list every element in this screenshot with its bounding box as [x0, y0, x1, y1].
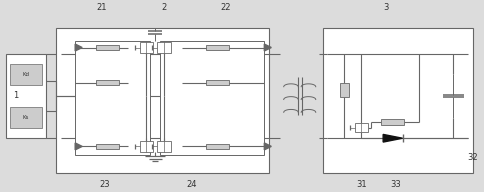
Text: Kd: Kd: [22, 72, 30, 77]
Bar: [157, 42, 170, 53]
Bar: [6, 54, 46, 138]
Bar: [160, 41, 264, 155]
Bar: [205, 80, 228, 85]
Bar: [10, 64, 42, 85]
Bar: [322, 28, 472, 173]
Bar: [95, 144, 119, 149]
Polygon shape: [75, 44, 82, 51]
Polygon shape: [75, 143, 82, 150]
Text: 23: 23: [99, 180, 109, 189]
Polygon shape: [264, 44, 271, 51]
Text: 31: 31: [355, 180, 366, 189]
Text: 2: 2: [161, 3, 166, 12]
Text: Ks: Ks: [23, 115, 29, 120]
Bar: [139, 42, 153, 53]
Polygon shape: [264, 143, 271, 150]
Text: 3: 3: [382, 3, 388, 12]
Text: 22: 22: [220, 3, 230, 12]
Text: 32: 32: [467, 153, 477, 162]
Text: 24: 24: [186, 180, 197, 189]
Bar: [95, 80, 119, 85]
Text: 21: 21: [96, 3, 107, 12]
Bar: [10, 107, 42, 128]
Bar: [139, 141, 153, 152]
Text: 33: 33: [389, 180, 400, 189]
Bar: [56, 28, 269, 173]
Bar: [354, 123, 367, 132]
Text: 1: 1: [14, 92, 18, 100]
Polygon shape: [382, 134, 402, 142]
Bar: [205, 144, 228, 149]
Bar: [157, 141, 170, 152]
Bar: [339, 83, 348, 98]
Bar: [95, 45, 119, 50]
Bar: [205, 45, 228, 50]
Bar: [380, 119, 403, 125]
Bar: [75, 41, 150, 155]
